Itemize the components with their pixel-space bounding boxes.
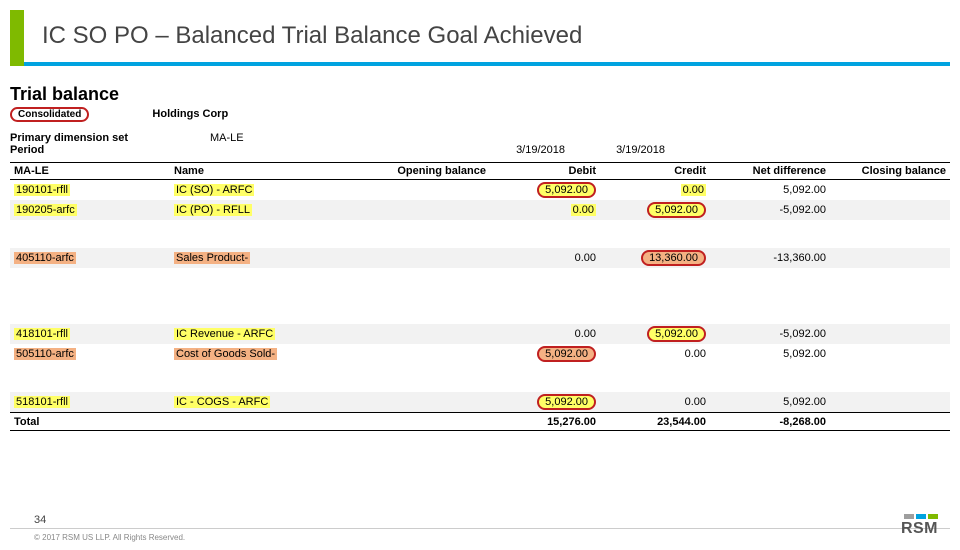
cell-net: -5,092.00 — [710, 324, 830, 344]
cell-debit: 0.00 — [490, 248, 600, 268]
cell-code: 190205-arfc — [14, 204, 77, 216]
cell-net: 5,092.00 — [710, 392, 830, 413]
cell-net: -13,360.00 — [710, 248, 830, 268]
cell-name: Cost of Goods Sold- — [174, 348, 277, 360]
cell-code: 418101-rfll — [14, 328, 70, 340]
cell-credit: 5,092.00 — [647, 202, 706, 218]
table-total-row: Total 15,276.00 23,544.00 -8,268.00 — [10, 413, 950, 431]
col-opening: Opening balance — [360, 163, 490, 180]
page-title: IC SO PO – Balanced Trial Balance Goal A… — [42, 22, 582, 50]
report-subheader: Consolidated Holdings Corp — [10, 107, 960, 122]
meta-dimset-label: Primary dimension set — [10, 132, 210, 144]
copyright-text: © 2017 RSM US LLP. All Rights Reserved. — [34, 533, 950, 542]
cell-name: IC (PO) - RFLL — [174, 204, 252, 216]
cell-code: 190101-rfll — [14, 184, 70, 196]
cell-debit: 0.00 — [490, 324, 600, 344]
cell-code: 518101-rfll — [14, 396, 70, 408]
col-credit: Credit — [600, 163, 710, 180]
table-header-row: MA-LE Name Opening balance Debit Credit … — [10, 163, 950, 180]
report-title: Trial balance — [10, 84, 960, 105]
cell-debit: 0.00 — [571, 204, 596, 216]
slide-header: IC SO PO – Balanced Trial Balance Goal A… — [10, 10, 950, 66]
meta-period-to: 3/19/2018 — [565, 144, 665, 156]
cell-name: Sales Product- — [174, 252, 250, 264]
col-debit: Debit — [490, 163, 600, 180]
cell-debit: 5,092.00 — [537, 394, 596, 410]
header-accent — [10, 10, 24, 66]
table-row: 418101-rfll IC Revenue - ARFC 0.00 5,092… — [10, 324, 950, 344]
slide-footer: 34 © 2017 RSM US LLP. All Rights Reserve… — [10, 514, 950, 542]
meta-dimset-value: MA-LE — [210, 132, 465, 144]
total-debit: 15,276.00 — [490, 413, 600, 431]
cell-credit: 0.00 — [600, 344, 710, 364]
cell-name: IC (SO) - ARFC — [174, 184, 254, 196]
rsm-logo: RSM — [901, 514, 938, 538]
table-row: 518101-rfll IC - COGS - ARFC 5,092.00 0.… — [10, 392, 950, 413]
table-row: 505110-arfc Cost of Goods Sold- 5,092.00… — [10, 344, 950, 364]
meta-period-label: Period — [10, 144, 210, 156]
cell-debit: 5,092.00 — [537, 182, 596, 198]
cell-credit: 0.00 — [600, 392, 710, 413]
table-row: 405110-arfc Sales Product- 0.00 13,360.0… — [10, 248, 950, 268]
table-row: 190205-arfc IC (PO) - RFLL 0.00 5,092.00… — [10, 200, 950, 220]
cell-net: -5,092.00 — [710, 200, 830, 220]
cell-code: 405110-arfc — [14, 252, 76, 264]
consolidated-pill: Consolidated — [10, 107, 89, 122]
report-meta: Primary dimension set MA-LE Period 3/19/… — [10, 132, 960, 156]
cell-credit: 5,092.00 — [647, 326, 706, 342]
cell-name: IC Revenue - ARFC — [174, 328, 275, 340]
meta-period-from: 3/19/2018 — [465, 144, 565, 156]
cell-net: 5,092.00 — [710, 180, 830, 201]
logo-text: RSM — [901, 520, 938, 538]
total-credit: 23,544.00 — [600, 413, 710, 431]
cell-code: 505110-arfc — [14, 348, 76, 360]
cell-net: 5,092.00 — [710, 344, 830, 364]
total-net: -8,268.00 — [710, 413, 830, 431]
header-title-wrap: IC SO PO – Balanced Trial Balance Goal A… — [24, 10, 950, 66]
trial-balance-table: MA-LE Name Opening balance Debit Credit … — [10, 162, 950, 431]
page-number: 34 — [10, 514, 950, 529]
total-label: Total — [10, 413, 170, 431]
cell-name: IC - COGS - ARFC — [174, 396, 270, 408]
holdings-label: Holdings Corp — [152, 108, 228, 120]
cell-debit: 5,092.00 — [537, 346, 596, 362]
col-closing: Closing balance — [830, 163, 950, 180]
col-male: MA-LE — [10, 163, 170, 180]
logo-bars-icon — [901, 514, 938, 519]
cell-credit: 13,360.00 — [641, 250, 706, 266]
cell-credit: 0.00 — [681, 184, 706, 196]
table-row: 190101-rfll IC (SO) - ARFC 5,092.00 0.00… — [10, 180, 950, 201]
col-name: Name — [170, 163, 360, 180]
col-netdiff: Net difference — [710, 163, 830, 180]
